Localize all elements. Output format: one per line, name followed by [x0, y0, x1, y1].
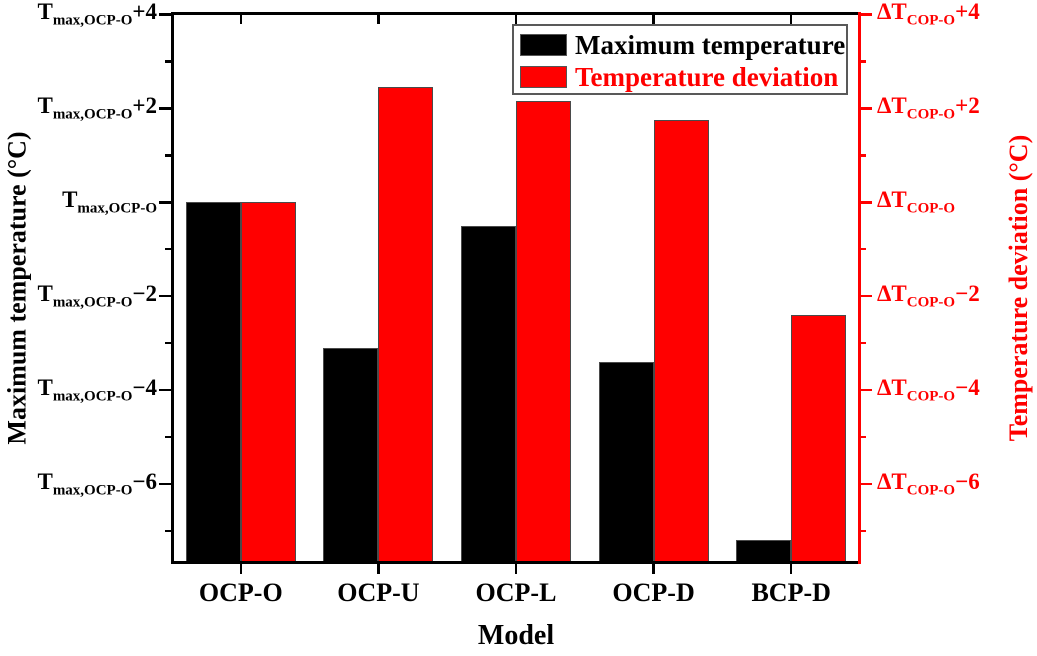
left-axis-tick-label: Tmax,OCP-O−4	[37, 375, 157, 405]
right-axis-title: Temperature deviation (°C)	[1001, 13, 1037, 562]
left-axis-minor-tick	[165, 529, 172, 533]
left-axis-tick-label: Tmax,OCP-O	[62, 187, 157, 217]
bar-temperature-deviation-ocp-l	[516, 101, 571, 563]
bar-temperature-deviation-ocp-d	[653, 120, 709, 563]
legend-label-temperature-deviation: Temperature deviation	[575, 61, 839, 92]
right-axis-tick-label: ΔTCOP-O+2	[877, 93, 980, 123]
x-tick-top-ocp-l	[514, 14, 518, 24]
left-axis-tick-label: Tmax,OCP-O−2	[37, 281, 157, 311]
bar-temperature-deviation-ocp-o	[240, 202, 296, 563]
left-axis-major-tick	[159, 201, 172, 204]
right-axis-major-tick	[859, 388, 872, 392]
x-tick-top-bcp-d	[789, 14, 793, 24]
x-tick-label-ocp-o: OCP-O	[198, 578, 283, 607]
right-axis-major-tick	[859, 201, 872, 204]
left-axis-tick-label: Tmax,OCP-O−6	[37, 469, 157, 499]
right-axis-major-tick	[859, 482, 872, 486]
x-tick-label-ocp-u: OCP-U	[337, 578, 420, 607]
x-tick-label-ocp-l: OCP-L	[475, 578, 557, 607]
top-axis-line	[171, 12, 861, 15]
left-axis-minor-tick	[165, 60, 172, 63]
bar-temperature-deviation-bcp-d	[791, 314, 847, 563]
left-axis-major-tick	[159, 13, 172, 16]
bar-maximum-temperature-ocp-u	[323, 347, 379, 563]
right-axis-title-text: Temperature deviation (°C)	[1004, 134, 1034, 441]
left-axis-title: Maximum temperature (°C)	[0, 13, 36, 562]
left-axis-major-tick	[159, 388, 172, 392]
left-axis-major-tick	[159, 482, 172, 486]
right-axis-tick-label: ΔTCOP-O+4	[877, 0, 980, 30]
left-axis-minor-tick	[165, 247, 172, 251]
left-axis-major-tick	[159, 294, 172, 298]
right-axis-major-tick	[859, 107, 872, 110]
right-axis-minor-tick	[859, 529, 866, 533]
right-axis-minor-tick	[859, 341, 866, 345]
x-tick-label-ocp-d: OCP-D	[612, 578, 695, 607]
left-axis-tick-label: Tmax,OCP-O+4	[37, 0, 157, 30]
legend-item-maximum-temperature: Maximum temperature	[520, 29, 846, 61]
legend-label-maximum-temperature: Maximum temperature	[575, 29, 846, 60]
left-axis-minor-tick	[165, 154, 172, 157]
left-axis-tick-label: Tmax,OCP-O+2	[37, 93, 157, 123]
left-axis-line	[171, 12, 174, 564]
x-tick-label-bcp-d: BCP-D	[751, 578, 831, 607]
x-axis-title: Model	[477, 620, 555, 651]
right-axis-minor-tick	[859, 435, 866, 439]
bar-temperature-deviation-ocp-u	[378, 87, 434, 563]
legend: Maximum temperature Temperature deviatio…	[512, 24, 848, 95]
right-axis-minor-tick	[859, 247, 866, 251]
left-axis-major-tick	[159, 107, 172, 110]
left-axis-minor-tick	[165, 435, 172, 439]
left-axis-minor-tick	[165, 341, 172, 345]
right-axis-major-tick	[859, 294, 872, 298]
x-tick-ocp-u	[377, 562, 380, 574]
right-axis-major-tick	[859, 13, 872, 16]
x-tick-ocp-d	[652, 562, 655, 574]
x-tick-ocp-o	[239, 562, 243, 574]
bar-maximum-temperature-ocp-l	[461, 225, 516, 563]
x-tick-bcp-d	[789, 562, 793, 574]
right-axis-minor-tick	[859, 60, 866, 63]
bar-maximum-temperature-ocp-o	[185, 202, 241, 563]
x-tick-top-ocp-u	[377, 14, 380, 24]
x-tick-top-ocp-o	[239, 14, 243, 24]
legend-swatch-temperature-deviation	[520, 66, 567, 88]
right-axis-tick-label: ΔTCOP-O	[877, 187, 956, 217]
right-axis-tick-label: ΔTCOP-O−4	[877, 375, 980, 405]
left-axis-title-text: Maximum temperature (°C)	[3, 130, 32, 445]
right-axis-tick-label: ΔTCOP-O−2	[877, 281, 980, 311]
x-tick-top-ocp-d	[652, 14, 655, 24]
x-tick-ocp-l	[514, 562, 518, 574]
right-axis-tick-label: ΔTCOP-O−6	[877, 469, 980, 499]
bar-maximum-temperature-ocp-d	[598, 361, 654, 563]
legend-swatch-maximum-temperature	[520, 34, 567, 56]
right-axis-line	[858, 12, 861, 564]
legend-item-temperature-deviation: Temperature deviation	[520, 61, 846, 93]
right-axis-minor-tick	[859, 154, 866, 157]
bar-maximum-temperature-bcp-d	[736, 540, 792, 563]
